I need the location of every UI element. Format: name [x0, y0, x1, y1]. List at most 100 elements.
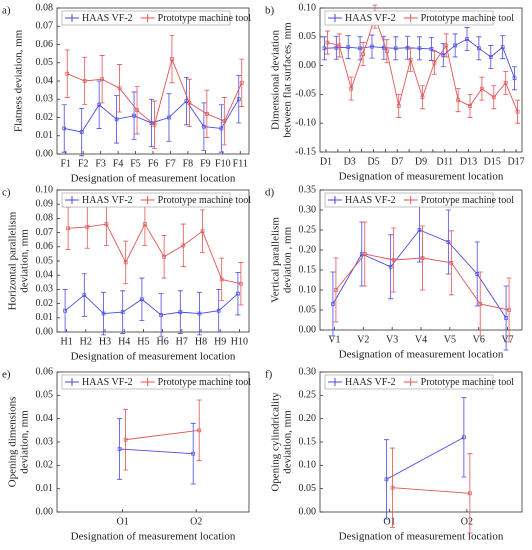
error-bar [79, 107, 85, 157]
error-bar [134, 86, 140, 135]
y-tick-label: 0.01 [36, 483, 54, 494]
chart-panel: 0.00 0.05 0.10 0.15 0.20 0.25 0.30 0.35 V1 V2 V3 V4… [265, 184, 523, 361]
marker [429, 47, 434, 51]
y-tick-label: 0.00 [36, 326, 54, 337]
legend-label: HAAS VF-2 [345, 195, 396, 206]
y-tick-label: 0.02 [36, 298, 54, 309]
x-tick-label: F10 [215, 158, 231, 169]
error-bar [467, 453, 473, 534]
marker [417, 46, 422, 51]
error-bar [391, 227, 397, 293]
marker [334, 288, 338, 292]
y-tick-label: 0.02 [36, 460, 54, 471]
error-bar [166, 93, 172, 142]
marker [362, 252, 367, 256]
marker [349, 86, 354, 91]
chart-panel: 0.00 0.01 0.02 0.03 0.04 0.05 0.06 0.07 0.08 F1 F2… [2, 2, 251, 184]
marker [331, 302, 335, 306]
panel-label: b) [265, 5, 275, 17]
y-tick-label: 0.08 [36, 2, 54, 13]
marker [480, 86, 484, 91]
series-line [64, 293, 239, 316]
marker [504, 316, 508, 320]
chart-panel: 0.00 0.01 0.02 0.03 0.04 0.05 0.06 O1 O2 Designat… [2, 366, 251, 542]
y-axis-label: Opening dimensions [7, 397, 19, 488]
marker [370, 44, 374, 49]
error-bar [445, 209, 451, 275]
plot-frame [319, 189, 523, 331]
marker [202, 124, 206, 129]
x-axis-label: Designation of measurement location [71, 351, 236, 363]
x-tick-label: F1 [60, 158, 71, 169]
marker [236, 97, 241, 102]
error-bar [131, 91, 137, 140]
y-tick-label: 0.03 [36, 284, 54, 295]
x-tick-label: F11 [233, 158, 248, 169]
error-bar [477, 271, 483, 337]
marker [393, 46, 398, 51]
x-tick-label: H4 [118, 336, 130, 347]
x-tick-label: D5 [367, 156, 379, 167]
error-bar [200, 209, 205, 253]
marker [453, 43, 457, 48]
marker [515, 109, 520, 114]
error-bar [64, 49, 70, 98]
x-tick-label: H5 [137, 336, 149, 347]
y-tick-label: 0.04 [36, 413, 54, 424]
y-tick-label: -0.10 [295, 117, 316, 128]
error-bar [333, 35, 339, 60]
error-bar [204, 89, 210, 138]
marker [82, 79, 87, 83]
panel-label: c) [2, 187, 11, 199]
x-tick-label: H6 [156, 336, 168, 347]
y-tick-label: 0.30 [299, 204, 317, 215]
error-bar [388, 234, 394, 300]
x-axis-label: Designation of measurement location [339, 171, 504, 183]
error-bar [389, 447, 395, 528]
x-tick-label: F4 [113, 158, 124, 169]
y-tick-label: 0.00 [299, 506, 317, 517]
y-tick-label: 0.10 [299, 460, 317, 471]
marker [405, 45, 410, 50]
marker [390, 485, 395, 490]
y-tick-label: 0.25 [299, 224, 317, 235]
series-line [68, 223, 241, 285]
y-axis-label: Horizontal parallelism [7, 211, 19, 310]
marker [85, 225, 90, 229]
marker [503, 81, 508, 85]
marker [358, 46, 362, 51]
y-axis-label: Vertical parallelism [270, 217, 282, 303]
y-tick-label: 0.05 [299, 31, 317, 42]
y-tick-label: 0.01 [36, 130, 54, 141]
series-line [392, 487, 470, 494]
y-tick-label: 0.00 [36, 148, 54, 159]
x-tick-label: H10 [231, 336, 248, 347]
marker [152, 122, 157, 127]
marker [159, 313, 163, 317]
error-bar [324, 30, 330, 55]
y-tick-label: 0.04 [36, 75, 54, 86]
marker [396, 104, 401, 108]
error-bar [428, 36, 434, 61]
error-bar [503, 70, 509, 95]
error-bar [348, 76, 354, 101]
error-bar [431, 50, 437, 75]
marker [162, 254, 166, 259]
x-tick-label: V7 [501, 334, 513, 345]
x-axis-label: Designation of measurement location [339, 349, 504, 361]
error-bar [512, 66, 518, 91]
error-bar [381, 35, 387, 60]
y-tick-label: 0.05 [36, 255, 54, 266]
y-tick-label: 0.03 [36, 94, 54, 105]
marker [140, 297, 144, 302]
error-bar [61, 104, 67, 153]
chart-panel: 0.00 0.05 0.10 0.15 0.20 0.25 0.30 O1 O2 Designat… [265, 366, 523, 543]
marker [135, 108, 139, 113]
series-line [119, 448, 194, 455]
marker [197, 428, 202, 433]
marker [200, 229, 205, 234]
marker [132, 113, 136, 118]
x-tick-label: O2 [461, 516, 473, 527]
y-tick-label: 0.03 [36, 436, 54, 447]
x-tick-label: O2 [190, 516, 202, 527]
